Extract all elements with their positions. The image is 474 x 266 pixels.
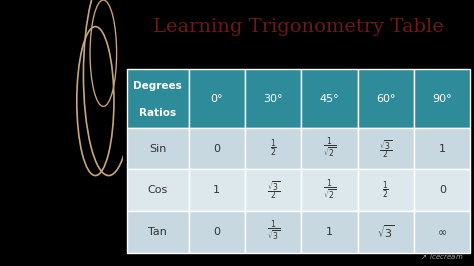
Text: $\frac{1}{2}$: $\frac{1}{2}$ — [270, 138, 277, 159]
Text: 0: 0 — [439, 185, 446, 195]
Text: 1: 1 — [213, 185, 220, 195]
Bar — [358, 128, 414, 169]
Bar — [189, 211, 245, 253]
Bar — [245, 128, 301, 169]
Text: 1: 1 — [439, 144, 446, 154]
Bar — [127, 128, 189, 169]
Bar — [301, 128, 358, 169]
Text: $\frac{1}{\sqrt{3}}$: $\frac{1}{\sqrt{3}}$ — [266, 219, 280, 244]
Text: $\frac{\sqrt{3}}{2}$: $\frac{\sqrt{3}}{2}$ — [379, 138, 392, 160]
Bar — [414, 211, 471, 253]
Text: 0°: 0° — [210, 94, 223, 103]
Text: 45°: 45° — [320, 94, 339, 103]
Bar — [189, 128, 245, 169]
Bar — [358, 69, 414, 128]
Bar — [301, 69, 358, 128]
Bar — [358, 211, 414, 253]
Bar — [358, 169, 414, 211]
Bar — [301, 211, 358, 253]
Text: Learning Trigonometry Table: Learning Trigonometry Table — [153, 18, 444, 36]
Bar — [189, 69, 245, 128]
Text: 0: 0 — [213, 227, 220, 237]
Bar — [245, 169, 301, 211]
Text: 1: 1 — [326, 227, 333, 237]
Text: $\nearrow$ icecream: $\nearrow$ icecream — [419, 252, 464, 261]
Bar — [245, 211, 301, 253]
Text: 90°: 90° — [432, 94, 452, 103]
Text: $\sqrt{3}$: $\sqrt{3}$ — [377, 223, 395, 240]
Bar — [127, 169, 189, 211]
Text: $\frac{\sqrt{3}}{2}$: $\frac{\sqrt{3}}{2}$ — [266, 179, 280, 201]
Text: 0: 0 — [213, 144, 220, 154]
Bar — [414, 69, 471, 128]
Bar — [189, 169, 245, 211]
Text: $\frac{1}{\sqrt{2}}$: $\frac{1}{\sqrt{2}}$ — [323, 136, 336, 161]
Text: $\infty$: $\infty$ — [438, 227, 447, 237]
Text: $\frac{1}{\sqrt{2}}$: $\frac{1}{\sqrt{2}}$ — [323, 178, 336, 203]
Text: Degrees: Degrees — [133, 81, 182, 91]
Bar — [301, 169, 358, 211]
Text: 60°: 60° — [376, 94, 396, 103]
Text: $\frac{1}{2}$: $\frac{1}{2}$ — [383, 180, 390, 201]
Bar — [245, 69, 301, 128]
Text: Ratios: Ratios — [139, 108, 176, 118]
Bar — [127, 211, 189, 253]
Bar — [414, 169, 471, 211]
Bar — [127, 69, 189, 128]
Text: Cos: Cos — [147, 185, 168, 195]
Bar — [414, 128, 471, 169]
Text: 30°: 30° — [264, 94, 283, 103]
Text: Tan: Tan — [148, 227, 167, 237]
Text: Sin: Sin — [149, 144, 166, 154]
